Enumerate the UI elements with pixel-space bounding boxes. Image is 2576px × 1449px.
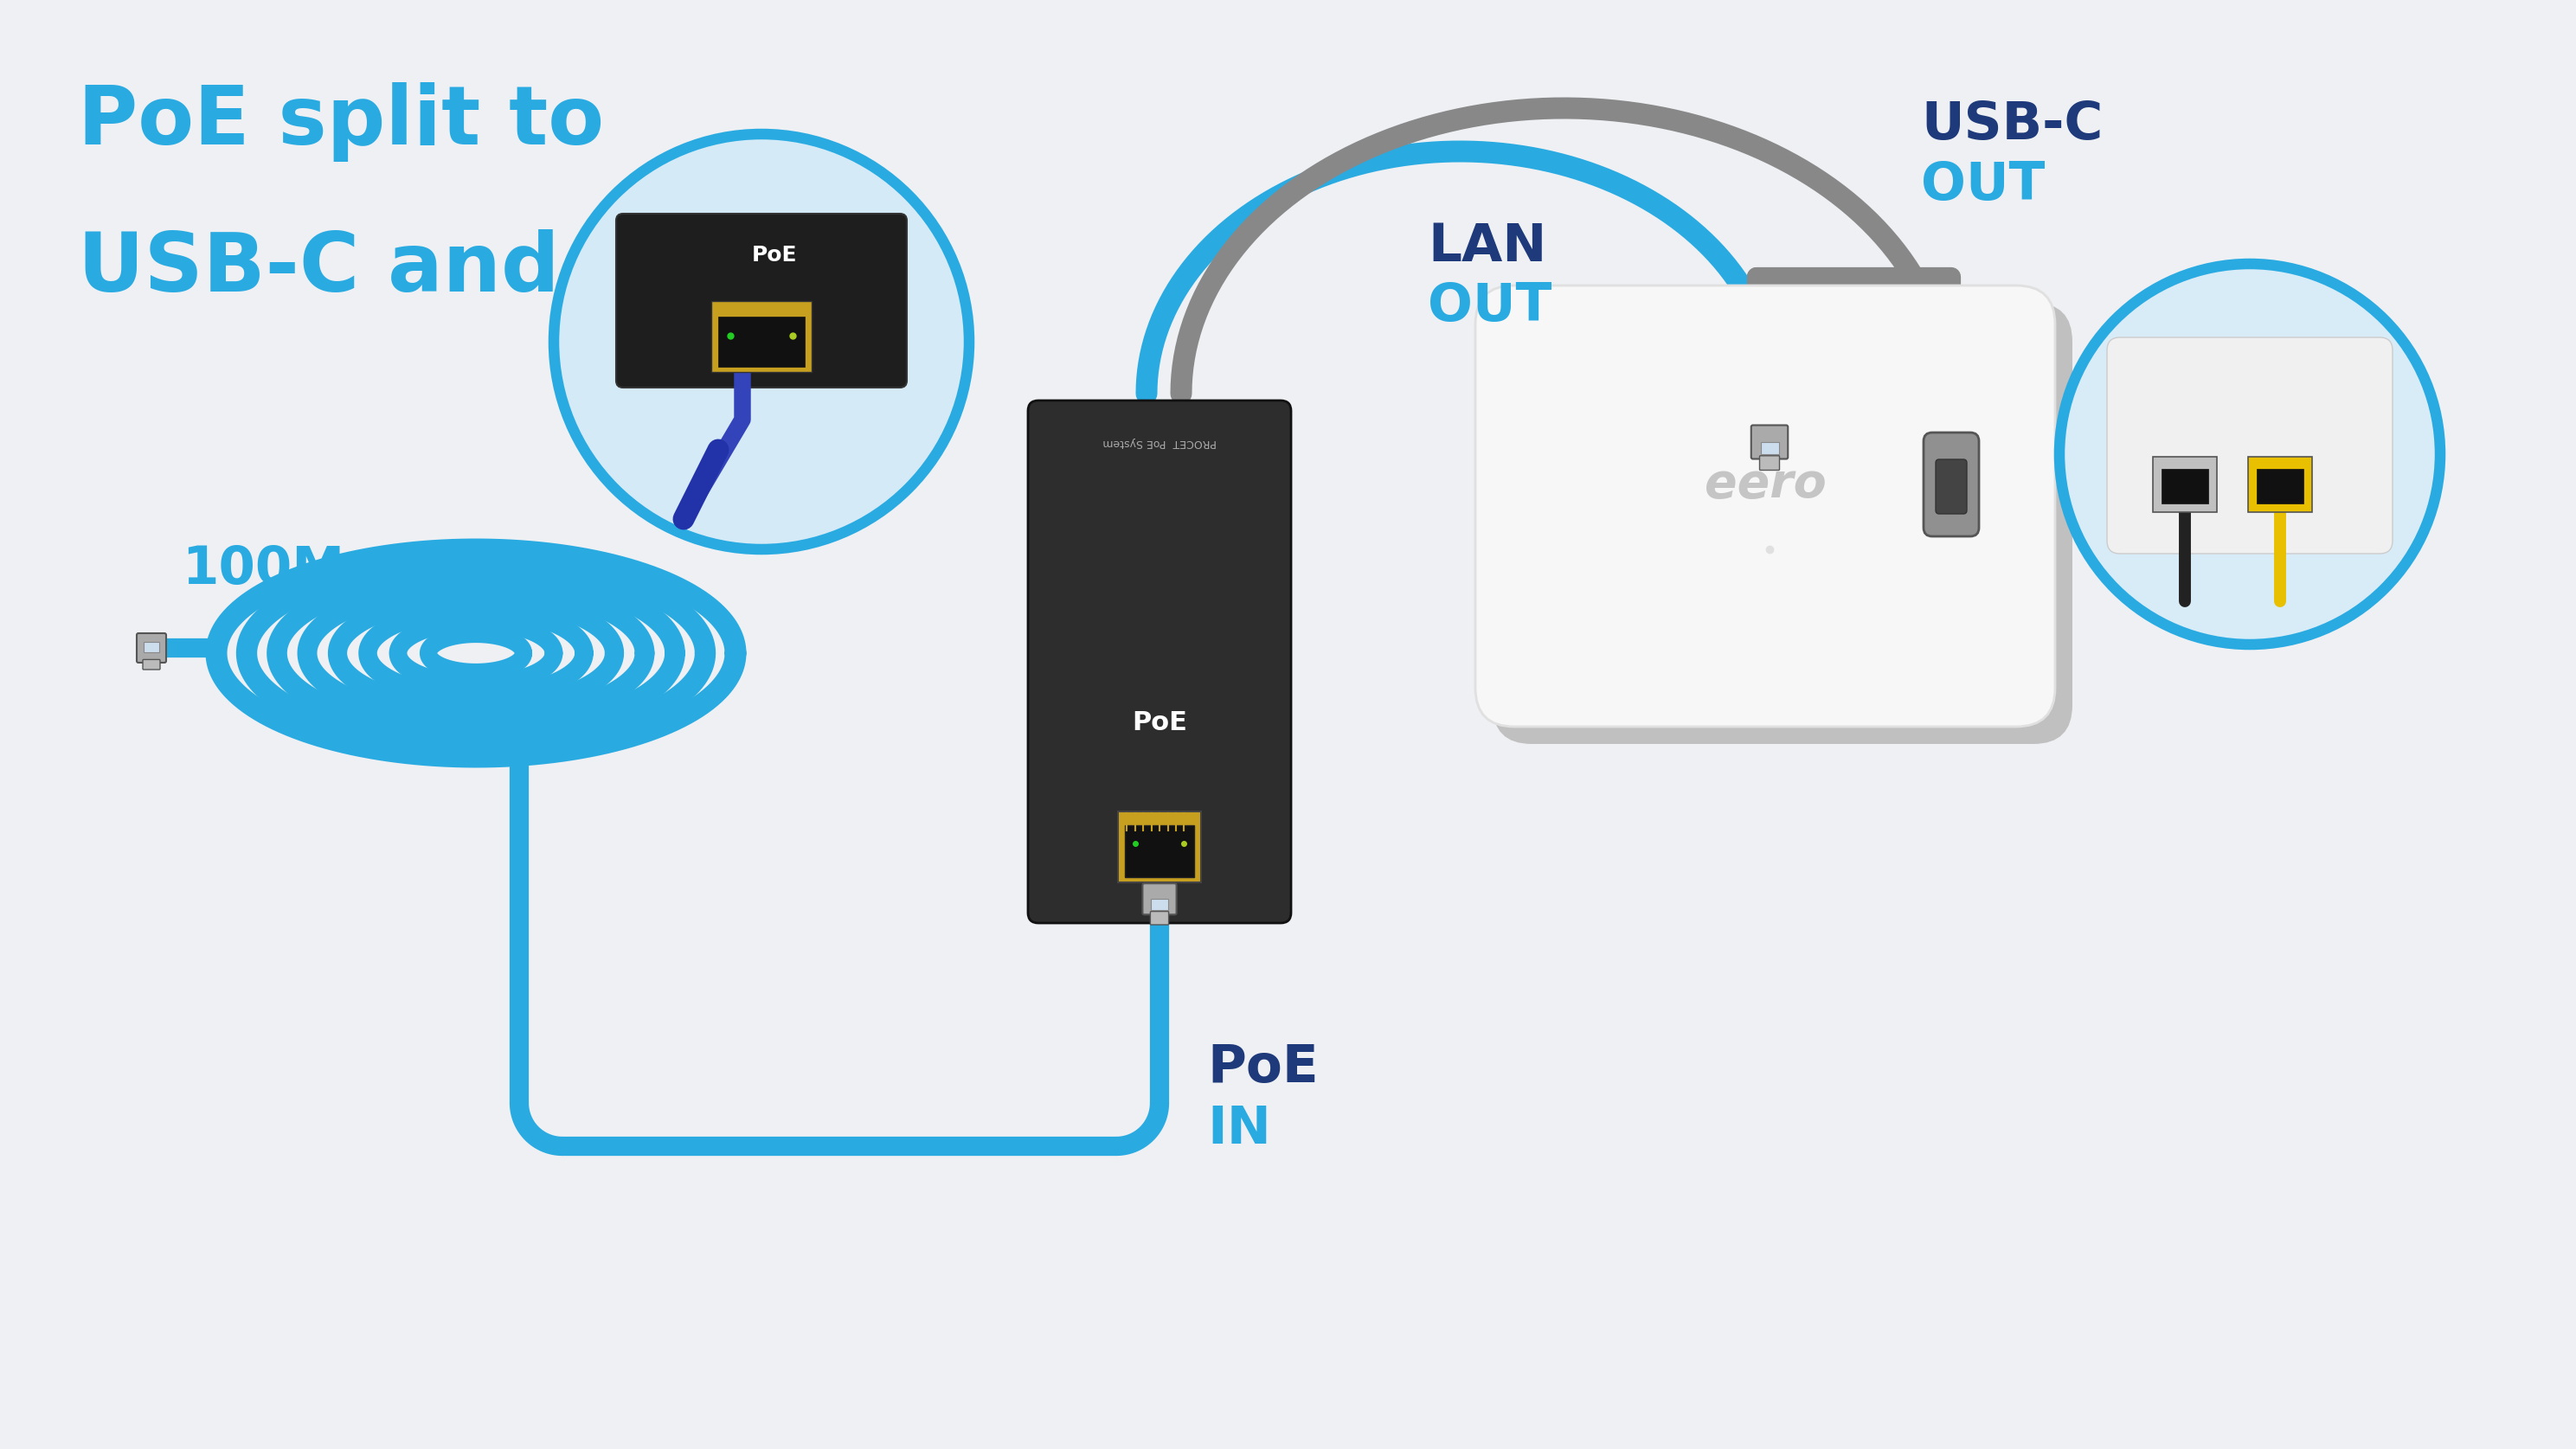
FancyBboxPatch shape <box>1752 425 1788 459</box>
FancyBboxPatch shape <box>1028 400 1291 923</box>
FancyBboxPatch shape <box>1144 884 1177 914</box>
FancyBboxPatch shape <box>2154 456 2218 511</box>
FancyBboxPatch shape <box>2257 469 2303 503</box>
FancyBboxPatch shape <box>2107 338 2393 554</box>
Circle shape <box>2058 264 2439 645</box>
Text: LAN: LAN <box>1427 222 1546 272</box>
FancyBboxPatch shape <box>1935 459 1968 514</box>
Text: USB-C and LAN: USB-C and LAN <box>77 229 773 309</box>
FancyBboxPatch shape <box>1924 433 1978 536</box>
FancyBboxPatch shape <box>1151 898 1167 910</box>
Text: PoE: PoE <box>1208 1043 1319 1094</box>
FancyBboxPatch shape <box>1759 442 1777 454</box>
Text: USB-C: USB-C <box>1922 100 2102 151</box>
FancyBboxPatch shape <box>1118 811 1200 882</box>
Text: PoE: PoE <box>1131 710 1188 735</box>
FancyBboxPatch shape <box>137 633 165 662</box>
Text: 100M: 100M <box>183 545 345 596</box>
Text: PROCET  PoE System: PROCET PoE System <box>1103 436 1216 448</box>
FancyBboxPatch shape <box>1476 285 2056 726</box>
FancyBboxPatch shape <box>719 317 804 367</box>
Text: OUT: OUT <box>1922 161 2045 212</box>
FancyBboxPatch shape <box>1759 456 1780 469</box>
FancyBboxPatch shape <box>616 213 907 387</box>
FancyBboxPatch shape <box>1151 911 1170 924</box>
FancyBboxPatch shape <box>2249 456 2313 511</box>
Text: IN: IN <box>1208 1103 1270 1155</box>
Text: eero: eero <box>1705 461 1826 507</box>
FancyBboxPatch shape <box>711 301 811 372</box>
FancyBboxPatch shape <box>2161 469 2208 503</box>
FancyBboxPatch shape <box>1492 303 2074 743</box>
Text: OUT: OUT <box>1427 281 1551 333</box>
FancyBboxPatch shape <box>144 642 160 652</box>
Text: PoE: PoE <box>752 245 796 265</box>
FancyBboxPatch shape <box>142 659 160 669</box>
Circle shape <box>554 135 969 549</box>
Text: PoE split to: PoE split to <box>77 83 605 162</box>
FancyBboxPatch shape <box>1126 826 1195 877</box>
